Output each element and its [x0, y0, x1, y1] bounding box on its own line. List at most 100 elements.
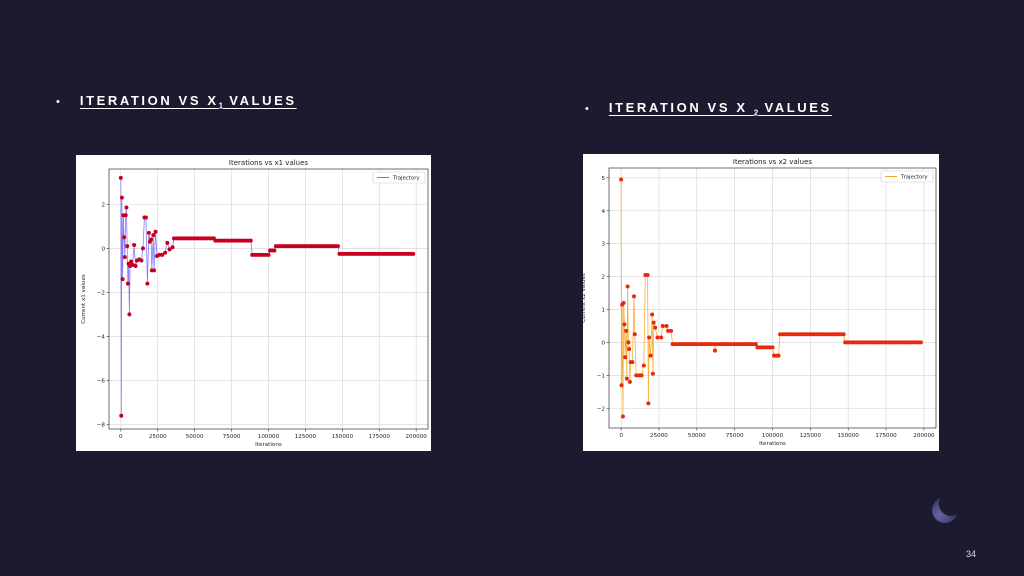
heading-prefix: ITERATION VS X: [608, 100, 754, 115]
chart-x1: Iterations vs x1 values 0 25000 50000 75000 1…: [76, 155, 431, 451]
chart-title: Iterations vs x1 values: [229, 159, 309, 167]
heading-text-x2: ITERATION VS X 2 VALUES: [608, 100, 832, 118]
bullet: •: [56, 96, 60, 108]
x-axis-label: Iterations: [759, 441, 786, 447]
y-tick-label: 0: [101, 246, 105, 252]
x-tick-label: 100000: [258, 434, 280, 440]
x-tick-label: 150000: [838, 433, 860, 439]
data-point: [639, 373, 644, 378]
data-point: [841, 332, 846, 337]
data-point: [624, 328, 629, 333]
chart-x2: Iterations vs x2 values 0 25000 50000 75000 1…: [583, 154, 939, 451]
x-tick-label: 0: [119, 434, 123, 440]
data-point: [122, 255, 127, 260]
data-point: [621, 300, 626, 305]
heading-subscript: 1: [218, 101, 224, 111]
data-point: [140, 246, 145, 251]
data-point: [146, 230, 151, 235]
data-point: [119, 413, 124, 418]
y-tick-label: −2: [597, 406, 605, 412]
y-tick-label: 5: [601, 176, 605, 182]
x-tick-label: 75000: [726, 433, 744, 439]
x-tick-label: 75000: [223, 434, 241, 440]
slide-heading-x2: • ITERATION VS X 2 VALUES: [585, 100, 832, 118]
heading-subscript: 2: [753, 108, 759, 118]
data-point: [659, 335, 664, 340]
data-point: [132, 243, 137, 248]
data-point: [646, 401, 651, 406]
data-point: [627, 379, 632, 384]
y-tick-label: −2: [97, 290, 105, 296]
data-point: [248, 238, 253, 243]
data-point: [632, 332, 637, 337]
data-point: [167, 247, 172, 252]
series-line: [620, 179, 921, 417]
x-tick-label: 125000: [295, 434, 317, 440]
chart-title: Iterations vs x2 values: [733, 158, 813, 166]
y-tick-label: −4: [97, 334, 106, 340]
data-point: [660, 323, 665, 328]
data-point: [620, 414, 625, 419]
data-point: [712, 348, 717, 353]
data-point: [770, 345, 775, 350]
data-point: [630, 360, 635, 365]
y-tick-label: 3: [601, 242, 605, 248]
x-tick-label: 25000: [149, 434, 167, 440]
data-point: [411, 251, 416, 256]
data-point: [125, 244, 130, 249]
data-point: [776, 353, 781, 358]
data-point: [133, 263, 138, 268]
y-tick-label: −8: [97, 423, 106, 429]
x-tick-label: 50000: [688, 433, 706, 439]
data-point: [120, 277, 125, 282]
data-point: [666, 328, 671, 333]
y-tick-label: −1: [597, 373, 606, 379]
data-point: [152, 268, 157, 273]
data-point: [650, 371, 655, 376]
data-point: [653, 325, 658, 330]
data-point: [626, 340, 631, 345]
legend-label: Trajectory: [900, 175, 928, 181]
x-tick-label: 0: [619, 433, 623, 439]
data-point: [627, 347, 632, 352]
legend-box: [372, 171, 426, 184]
chart-x1-svg: Iterations vs x1 values 0 25000 50000 75000 1…: [81, 159, 429, 448]
data-point: [151, 233, 156, 238]
x-tick-label: 100000: [762, 433, 784, 439]
data-point: [272, 248, 277, 253]
data-point: [170, 245, 175, 250]
data-point: [711, 342, 716, 347]
data-point: [664, 323, 669, 328]
moon-icon: [932, 497, 958, 523]
y-tick-label: −6: [97, 379, 106, 385]
data-point: [123, 213, 128, 218]
data-point: [160, 252, 165, 257]
y-tick-label: 2: [101, 202, 105, 208]
plot-frame: [608, 167, 937, 429]
data-point: [648, 353, 653, 358]
data-point: [118, 175, 123, 180]
data-point: [139, 258, 144, 263]
data-point: [641, 363, 646, 368]
data-point: [143, 215, 148, 220]
data-point: [650, 312, 655, 317]
heading-suffix: VALUES: [223, 93, 297, 108]
y-axis-label: Current x1 values: [81, 274, 87, 324]
data-point: [124, 205, 129, 210]
bullet: •: [585, 103, 589, 115]
data-point: [623, 355, 628, 360]
x-tick-label: 25000: [650, 433, 668, 439]
x-tick-label: 175000: [875, 433, 897, 439]
plot-frame: [108, 168, 429, 430]
data-point: [165, 240, 170, 245]
y-tick-label: 1: [601, 308, 605, 314]
heading-text-x1: ITERATION VS X1 VALUES: [80, 93, 297, 111]
data-point: [125, 281, 130, 286]
data-point: [127, 312, 132, 317]
data-point: [645, 272, 650, 277]
data-point: [631, 294, 636, 299]
data-point: [622, 322, 627, 327]
data-point: [619, 383, 624, 388]
x-tick-label: 50000: [186, 434, 204, 440]
data-point: [157, 252, 162, 257]
